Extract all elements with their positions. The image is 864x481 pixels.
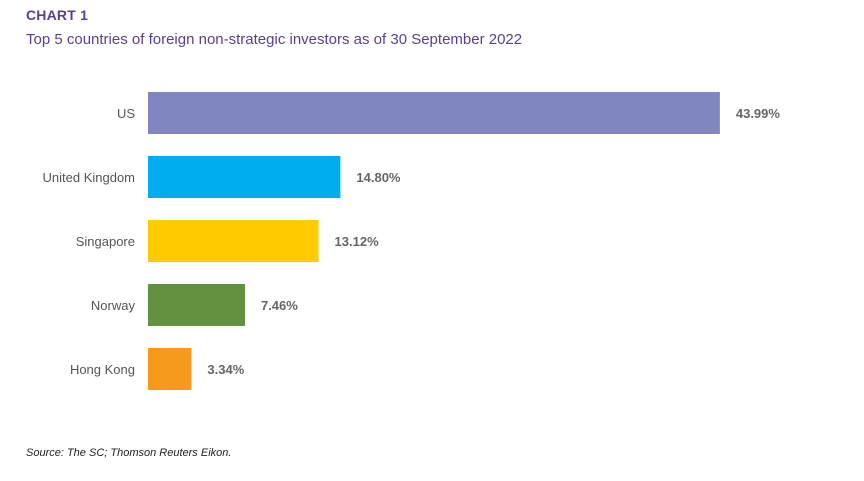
- category-label-singapore: Singapore: [76, 234, 135, 249]
- category-label-norway: Norway: [91, 298, 136, 313]
- bar-norway: [148, 284, 245, 326]
- value-label-singapore: 13.12%: [335, 234, 380, 249]
- bar-chart: US 43.99% United Kingdom 14.80% Singapore 13.…: [43, 92, 781, 390]
- category-label-united-kingdom: United Kingdom: [43, 170, 136, 185]
- value-label-hong-kong: 3.34%: [207, 362, 244, 377]
- chart-title: Top 5 countries of foreign non-strategic…: [26, 31, 523, 48]
- value-label-united-kingdom: 14.80%: [356, 170, 401, 185]
- bar-us: [148, 92, 720, 134]
- value-label-us: 43.99%: [736, 106, 781, 121]
- category-label-hong-kong: Hong Kong: [70, 362, 135, 377]
- chart-number: CHART 1: [26, 7, 89, 23]
- bar-singapore: [148, 220, 319, 262]
- bar-hong-kong: [148, 348, 192, 390]
- source-note: Source: The SC; Thomson Reuters Eikon.: [26, 447, 232, 459]
- bar-united-kingdom: [148, 156, 341, 198]
- category-label-us: US: [117, 106, 135, 121]
- value-label-norway: 7.46%: [261, 298, 298, 313]
